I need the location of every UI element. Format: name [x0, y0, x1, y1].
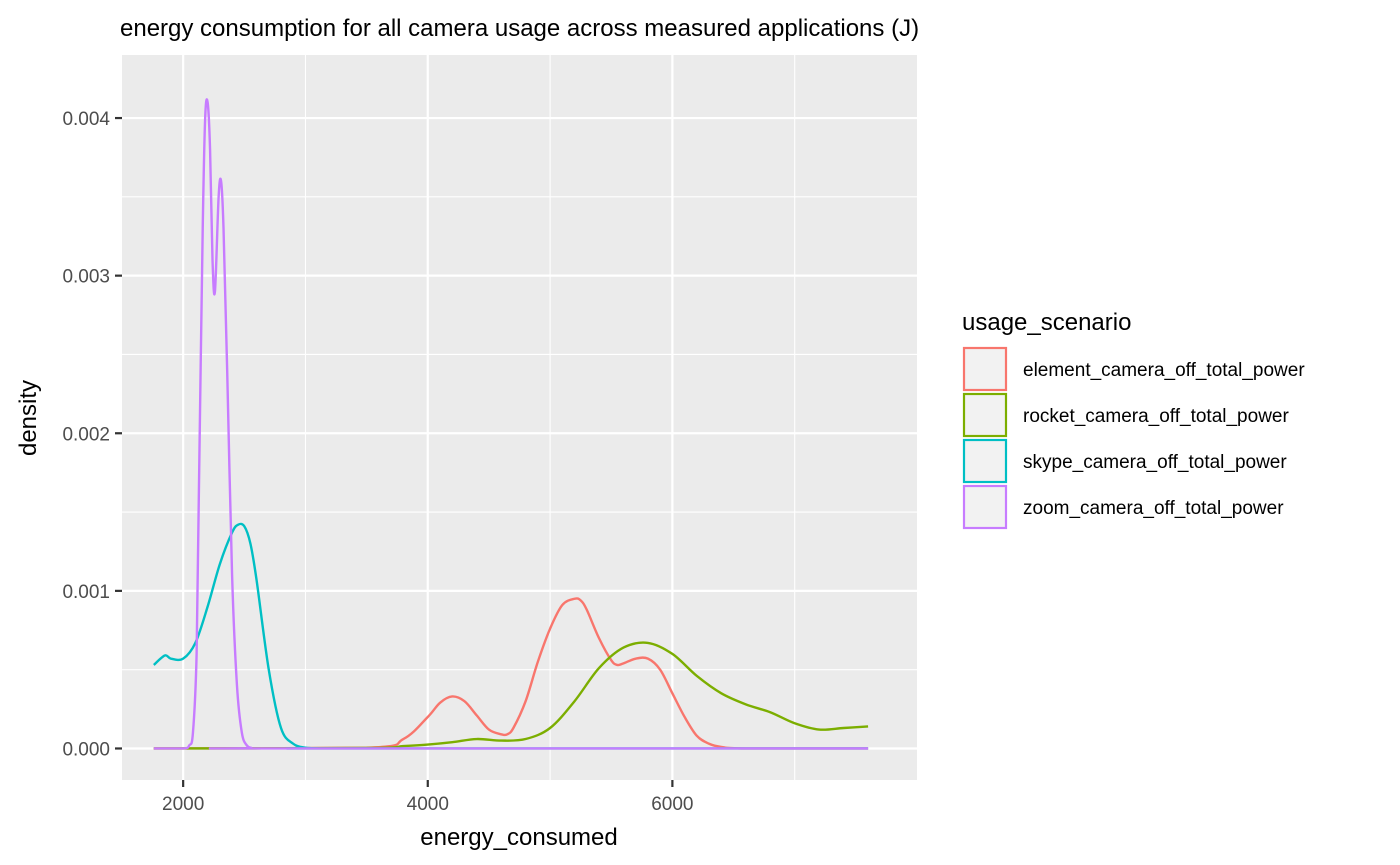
legend-key — [962, 392, 1008, 438]
legend-label: zoom_camera_off_total_power — [1023, 498, 1284, 519]
plot-panel — [122, 55, 917, 780]
legend: usage_scenario element_camera_off_total_… — [962, 309, 1305, 530]
legend-label: rocket_camera_off_total_power — [1023, 406, 1289, 427]
y-axis: 0.000 0.001 0.002 0.003 0.004 — [62, 109, 122, 760]
minor-gridlines — [122, 55, 917, 780]
legend-key — [962, 484, 1008, 530]
y-tick-label: 0.003 — [62, 267, 110, 288]
series-lines — [152, 98, 869, 750]
y-tick-label: 0.004 — [62, 109, 110, 130]
series-line-zoom_camera_off_total_power — [153, 98, 869, 750]
legend-title: usage_scenario — [962, 309, 1131, 336]
x-axis: 2000 4000 6000 — [162, 780, 694, 815]
series-line-rocket_camera_off_total_power — [153, 641, 869, 750]
x-tick-label: 4000 — [407, 794, 449, 815]
y-tick-label: 0.002 — [62, 424, 110, 445]
legend-key — [962, 438, 1008, 484]
x-axis-title: energy_consumed — [420, 824, 617, 851]
legend-label: skype_camera_off_total_power — [1023, 452, 1287, 473]
y-tick-label: 0.001 — [62, 582, 110, 603]
legend-label: element_camera_off_total_power — [1023, 360, 1305, 381]
x-tick-label: 6000 — [651, 794, 693, 815]
x-tick-label: 2000 — [162, 794, 204, 815]
legend-key — [962, 346, 1008, 392]
series-line-element_camera_off_total_power — [153, 597, 869, 750]
y-axis-title: density — [15, 380, 42, 456]
y-tick-label: 0.000 — [62, 739, 110, 760]
chart-title: energy consumption for all camera usage … — [120, 15, 919, 42]
